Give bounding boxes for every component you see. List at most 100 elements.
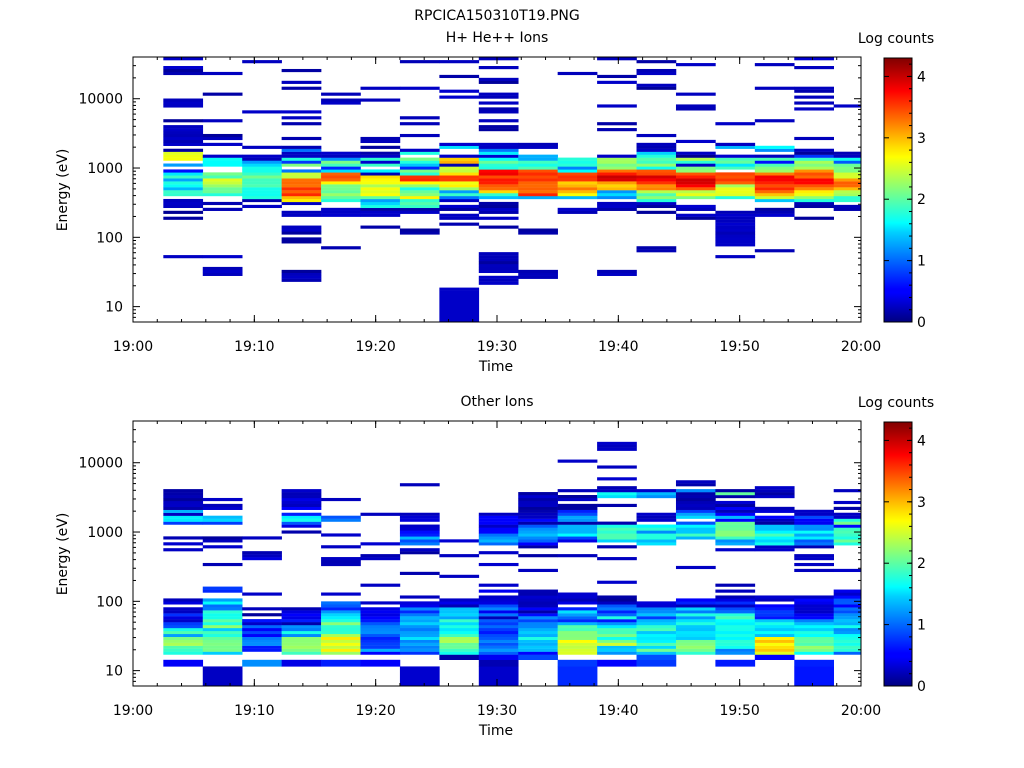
heatmap-cell (557, 193, 598, 197)
heatmap-cell (715, 622, 756, 626)
heatmap-cell (478, 533, 519, 537)
heatmap-cell (557, 503, 598, 508)
heatmap-cell (281, 616, 322, 620)
heatmap-cell (360, 139, 401, 144)
heatmap-cell (478, 178, 519, 182)
heatmap-cell (557, 622, 598, 626)
heatmap-cell (478, 622, 519, 626)
heatmap-cell (242, 187, 282, 191)
heatmap-cell (163, 136, 204, 141)
heatmap-cell (242, 157, 282, 161)
heatmap-cell (675, 213, 716, 217)
heatmap-cell (715, 651, 756, 655)
heatmap-cell (715, 500, 756, 505)
heatmap-cell (715, 503, 756, 508)
heatmap-cell (518, 545, 558, 549)
heatmap-cell (439, 157, 480, 161)
heatmap-cell (281, 160, 322, 164)
heatmap-cell (597, 503, 637, 508)
heatmap-cell (518, 654, 558, 660)
heatmap-cell (557, 509, 598, 513)
heatmap-cell (281, 68, 322, 73)
heatmap-cell (597, 627, 637, 632)
heatmap-cell (202, 142, 243, 146)
heatmap-cell (360, 169, 401, 173)
heatmap-cell (163, 181, 204, 185)
heatmap-cell (794, 166, 834, 170)
heatmap-cell (202, 625, 243, 629)
heatmap-cell (281, 497, 322, 502)
heatmap-cell (321, 557, 361, 561)
heatmap-cell (715, 243, 756, 247)
heatmap-cell (321, 604, 361, 608)
heatmap-cell (715, 616, 756, 620)
heatmap-cell (399, 530, 440, 534)
heatmap-cell (399, 539, 440, 543)
heatmap-cell (163, 125, 204, 129)
heatmap-cell (518, 178, 558, 182)
heatmap-cell (163, 184, 204, 188)
heatmap-cell (478, 654, 519, 660)
heatmap-cell (715, 607, 756, 611)
heatmap-cell (360, 636, 401, 640)
heatmap-cell (202, 633, 243, 638)
heatmap-cell (399, 184, 440, 188)
heatmap-cell (636, 601, 677, 605)
heatmap-cell (518, 142, 558, 146)
colorbar-label: Log counts (858, 31, 934, 47)
heatmap-cell (518, 228, 558, 232)
heatmap-cell (202, 598, 243, 602)
heatmap-cell (478, 619, 519, 623)
heatmap-cell (439, 642, 480, 646)
heatmap-cell (636, 518, 677, 522)
heatmap-cell (636, 542, 677, 546)
heatmap-cell (794, 509, 834, 513)
heatmap-cell (715, 160, 756, 164)
heatmap-cell (675, 636, 716, 640)
heatmap-cell (675, 63, 716, 67)
heatmap-cell (636, 178, 677, 182)
heatmap-cell (321, 178, 361, 182)
heatmap-cells (163, 441, 862, 687)
heatmap-cell (675, 509, 716, 513)
heatmap-cell (636, 630, 677, 635)
heatmap-cell (518, 592, 558, 596)
heatmap-cell (794, 512, 834, 516)
heatmap-cell (715, 190, 756, 194)
heatmap-cell (754, 175, 795, 179)
heatmap-cell (518, 536, 558, 540)
heatmap-cell (597, 622, 637, 626)
heatmap-cell (754, 545, 795, 549)
heatmap-cell (636, 527, 677, 531)
heatmap-cell (360, 616, 401, 620)
heatmap-cell (597, 193, 637, 197)
heatmap-cell (794, 568, 834, 573)
heatmap-cell (794, 163, 834, 167)
heatmap-cell (242, 198, 282, 203)
heatmap-cell (597, 545, 637, 549)
heatmap-cell (478, 521, 519, 525)
heatmap-cell (675, 184, 716, 188)
heatmap-cell (794, 154, 834, 158)
heatmap-cell (518, 642, 558, 646)
heatmap-cell (163, 68, 204, 73)
heatmap-cell (754, 148, 795, 152)
heatmap-cell (478, 263, 519, 268)
heatmap-cell (518, 175, 558, 179)
heatmap-cell (360, 651, 401, 655)
heatmap-cell (202, 163, 243, 167)
heatmap-cell (518, 622, 558, 626)
heatmap-cell (242, 196, 282, 200)
colorbar-tick-label: 0 (917, 315, 926, 331)
heatmap-cell (636, 166, 677, 170)
heatmap-cell (597, 580, 637, 584)
heatmap-cell (794, 636, 834, 640)
heatmap-cell (715, 166, 756, 170)
heatmap-cell (281, 169, 322, 173)
heatmap-cell (321, 613, 361, 617)
heatmap-cell (597, 444, 637, 448)
heatmap-cell (754, 506, 795, 510)
heatmap-cell (439, 601, 480, 605)
heatmap-cell (439, 610, 480, 614)
heatmap-cell (399, 524, 440, 528)
